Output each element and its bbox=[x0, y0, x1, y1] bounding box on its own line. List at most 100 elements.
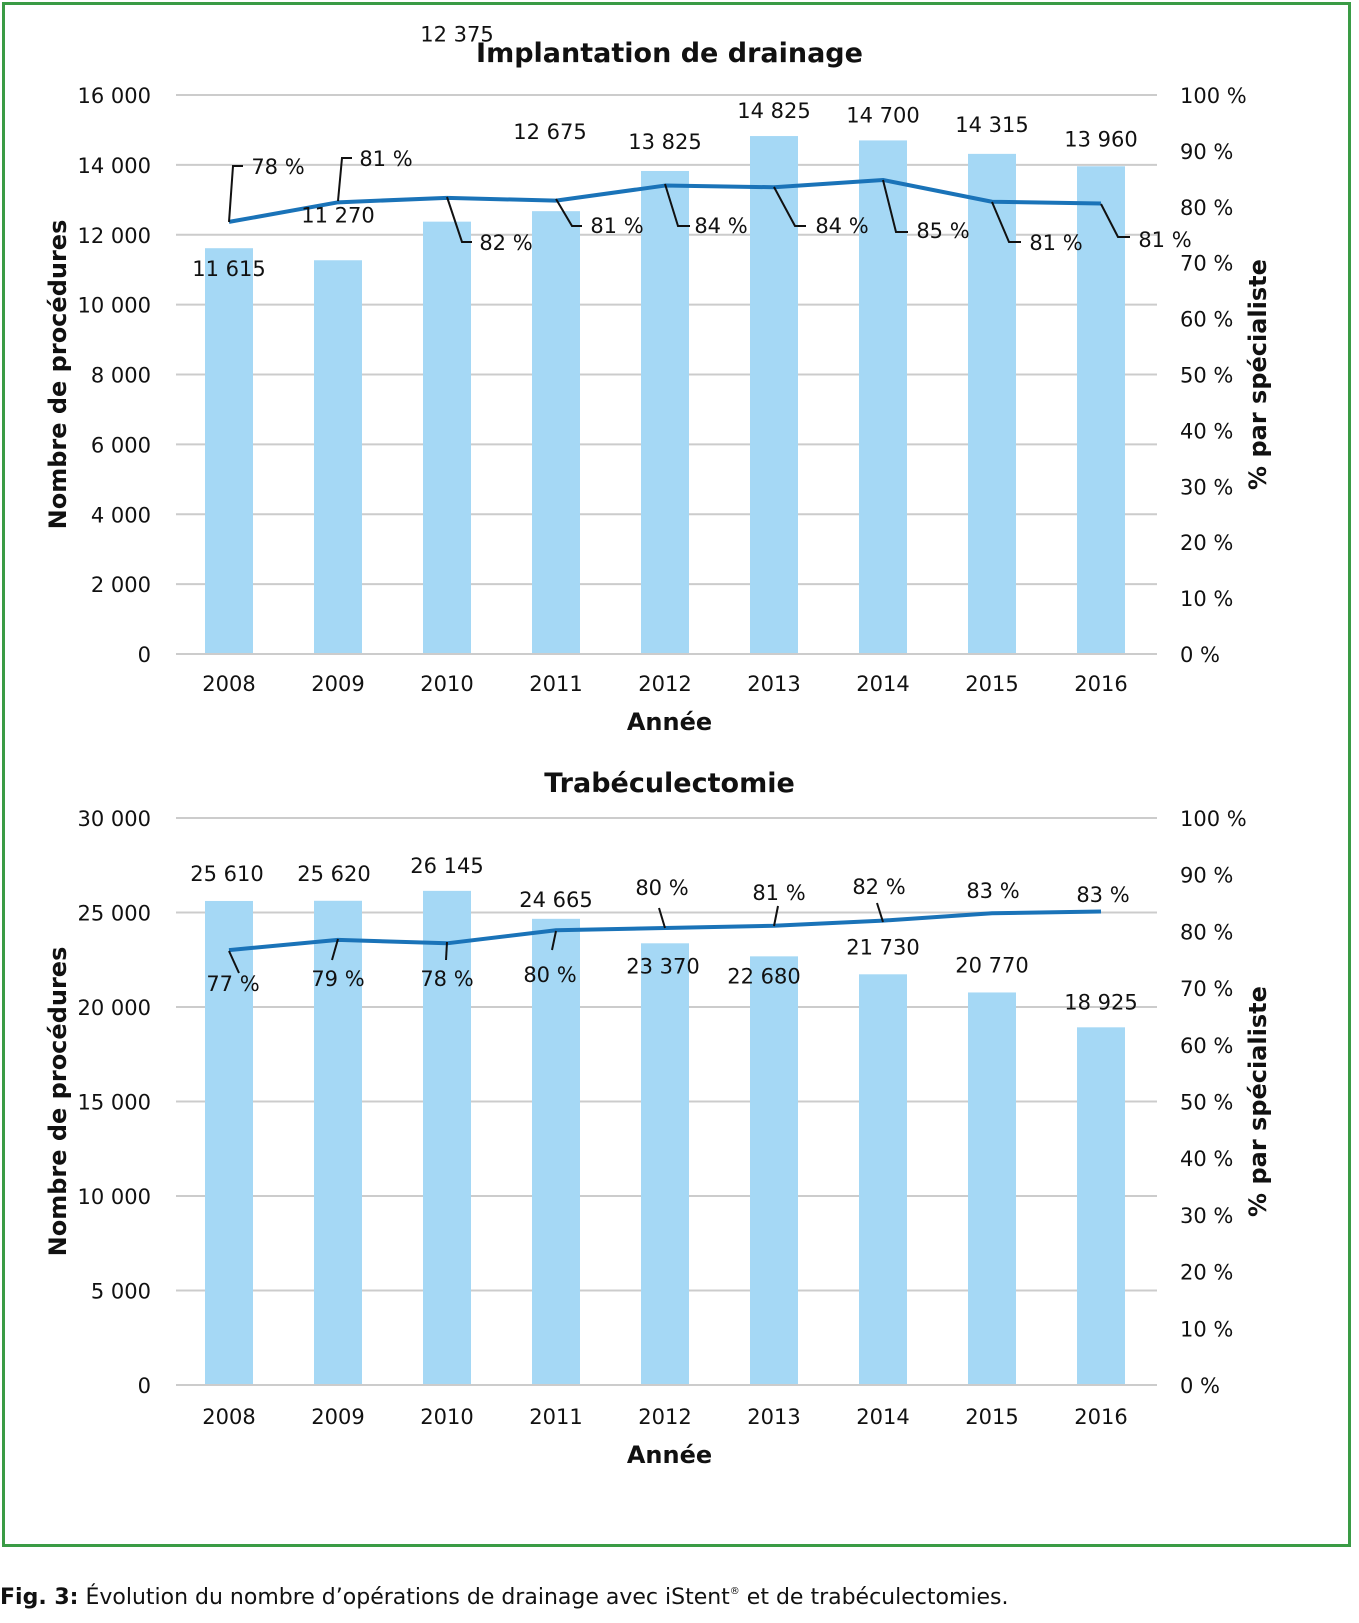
y2-tick-label: 30 % bbox=[1180, 1204, 1233, 1228]
y2-tick-label: 50 % bbox=[1180, 1091, 1233, 1115]
y2-tick-label: 100 % bbox=[1180, 807, 1247, 831]
y-tick-label: 8 000 bbox=[91, 364, 151, 388]
bar-2013 bbox=[750, 956, 798, 1385]
bar-2013 bbox=[750, 136, 798, 654]
x-tick-label: 2015 bbox=[965, 672, 1018, 696]
y2-tick-label: 0 % bbox=[1180, 1374, 1220, 1398]
line-data-label: 84 % bbox=[694, 214, 747, 238]
y2-tick-label: 90 % bbox=[1180, 140, 1233, 164]
bar-2014 bbox=[859, 140, 907, 654]
bar-data-label: 13 960 bbox=[1064, 127, 1137, 151]
bar-2011 bbox=[532, 211, 580, 655]
bar-data-label: 14 315 bbox=[955, 113, 1028, 137]
y2-axis-title: % par spécialiste bbox=[1244, 986, 1272, 1217]
line-data-label: 82 % bbox=[852, 875, 905, 899]
bar-2008 bbox=[205, 248, 253, 655]
bar-2009 bbox=[314, 900, 362, 1385]
bar-data-label: 22 680 bbox=[727, 964, 800, 988]
x-tick-label: 2016 bbox=[1074, 672, 1127, 696]
line-data-label: 80 % bbox=[523, 963, 576, 987]
y2-tick-label: 40 % bbox=[1180, 419, 1233, 443]
bar-data-label: 14 825 bbox=[737, 99, 810, 123]
y2-tick-label: 10 % bbox=[1180, 1317, 1233, 1341]
line-data-label: 81 % bbox=[1029, 231, 1082, 255]
leader-line bbox=[773, 905, 779, 927]
leader-line bbox=[882, 179, 908, 233]
y2-tick-label: 60 % bbox=[1180, 308, 1233, 332]
leader-line bbox=[228, 165, 243, 223]
x-tick-label: 2012 bbox=[638, 672, 691, 696]
bar-data-label: 23 370 bbox=[626, 954, 699, 978]
y2-tick-label: 30 % bbox=[1180, 475, 1233, 499]
leader-line bbox=[991, 201, 1021, 243]
leader-line bbox=[445, 941, 448, 961]
registered-mark: ® bbox=[729, 1586, 740, 1597]
bar-data-label: 24 665 bbox=[519, 888, 592, 912]
y2-tick-label: 60 % bbox=[1180, 1034, 1233, 1058]
chart-title: Trabéculectomie bbox=[544, 768, 795, 799]
y2-tick-label: 10 % bbox=[1180, 587, 1233, 611]
y-tick-label: 10 000 bbox=[78, 1185, 151, 1209]
bar-2015 bbox=[968, 992, 1016, 1385]
caption-text-end: et de trabéculectomies. bbox=[739, 1585, 1009, 1610]
bar-data-label: 20 770 bbox=[955, 953, 1028, 977]
line-data-label: 82 % bbox=[479, 231, 532, 255]
x-tick-label: 2016 bbox=[1074, 1405, 1127, 1429]
y2-tick-label: 80 % bbox=[1180, 196, 1233, 220]
y2-tick-label: 0 % bbox=[1180, 643, 1220, 667]
x-tick-label: 2009 bbox=[311, 672, 364, 696]
leader-line bbox=[876, 902, 884, 923]
y-tick-label: 15 000 bbox=[78, 1091, 151, 1115]
line-data-label: 81 % bbox=[1138, 228, 1191, 252]
line-data-label: 80 % bbox=[635, 876, 688, 900]
bar-2010 bbox=[423, 890, 471, 1385]
chart-title: Implantation de drainage bbox=[476, 38, 863, 69]
bar-data-label: 26 145 bbox=[410, 854, 483, 878]
bar-2008 bbox=[205, 900, 253, 1385]
bar-2015 bbox=[968, 153, 1016, 654]
y-tick-label: 0 bbox=[138, 643, 151, 667]
bar-data-label: 25 610 bbox=[190, 862, 263, 886]
leader-line bbox=[228, 950, 240, 974]
leader-line bbox=[555, 198, 582, 227]
y-tick-label: 14 000 bbox=[78, 154, 151, 178]
y-tick-label: 20 000 bbox=[78, 996, 151, 1020]
y-tick-label: 4 000 bbox=[91, 503, 151, 527]
line-data-label: 83 % bbox=[966, 879, 1019, 903]
x-axis-title: Année bbox=[627, 1441, 712, 1469]
y-tick-label: 16 000 bbox=[78, 84, 151, 108]
chart-1: Implantation de drainage 0 2 000 4 000 6 000… bbox=[44, 23, 1272, 736]
x-tick-label: 2014 bbox=[856, 672, 909, 696]
line-data-label: 81 % bbox=[752, 881, 805, 905]
bar-data-label: 13 825 bbox=[628, 130, 701, 154]
y-tick-label: 12 000 bbox=[78, 224, 151, 248]
leader-line bbox=[446, 196, 472, 243]
bar-data-label: 25 620 bbox=[297, 862, 370, 886]
bar-2011 bbox=[532, 918, 580, 1385]
y2-tick-label: 70 % bbox=[1180, 977, 1233, 1001]
caption-prefix: Fig. 3: bbox=[0, 1585, 79, 1610]
y2-tick-label: 100 % bbox=[1180, 84, 1247, 108]
y2-tick-label: 80 % bbox=[1180, 920, 1233, 944]
figure-caption: Fig. 3: Évolution du nombre d’opérations… bbox=[0, 1585, 1009, 1610]
x-tick-label: 2011 bbox=[529, 1405, 582, 1429]
y-tick-label: 0 bbox=[138, 1374, 151, 1398]
leader-line bbox=[331, 938, 339, 961]
bar-2012 bbox=[641, 170, 689, 654]
y-tick-label: 6 000 bbox=[91, 433, 151, 457]
y-tick-label: 25 000 bbox=[78, 902, 151, 926]
x-tick-label: 2012 bbox=[638, 1405, 691, 1429]
line-data-label: 81 % bbox=[359, 147, 412, 171]
x-axis-title: Année bbox=[627, 708, 712, 736]
bar-data-label: 12 675 bbox=[513, 120, 586, 144]
line-data-label: 84 % bbox=[815, 214, 868, 238]
x-tick-label: 2013 bbox=[747, 672, 800, 696]
figure-frame bbox=[2, 2, 1351, 1547]
bar-data-label: 11 270 bbox=[301, 203, 374, 227]
x-tick-label: 2008 bbox=[202, 1405, 255, 1429]
y-tick-label: 2 000 bbox=[91, 573, 151, 597]
leader-line bbox=[664, 183, 690, 227]
y2-tick-label: 40 % bbox=[1180, 1147, 1233, 1171]
bar-2014 bbox=[859, 974, 907, 1385]
bar-data-label: 21 730 bbox=[846, 935, 919, 959]
